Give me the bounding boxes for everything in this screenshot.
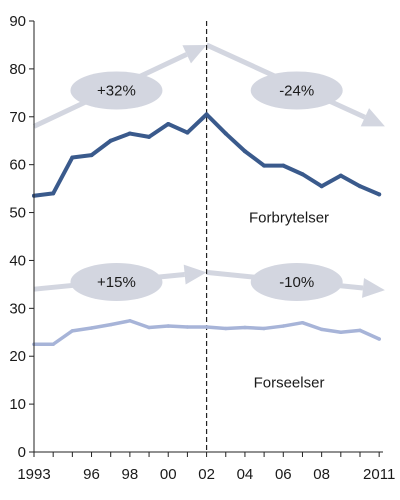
data-point — [338, 173, 343, 178]
data-point — [224, 326, 228, 331]
annotation-label: +32% — [97, 82, 136, 99]
annotation-ellipse — [70, 262, 163, 301]
data-point — [128, 319, 132, 323]
axis-layer: 0 10 20 30 40 50 60 70 80 90 1993 96 98 00 02 04 06 08 201… — [9, 13, 395, 483]
series-label: Forbrytelser — [249, 209, 329, 226]
data-point — [377, 192, 382, 197]
series-layer — [32, 112, 382, 346]
x-tick-label: 06 — [275, 466, 292, 483]
data-point — [147, 134, 152, 139]
data-point — [51, 342, 55, 346]
data-point — [319, 184, 324, 189]
y-tick-label: 90 — [9, 13, 26, 30]
x-tick-label: 00 — [160, 466, 177, 483]
annotation-arrow-head — [360, 108, 385, 127]
y-tick-label: 60 — [9, 157, 26, 174]
y-tick-label: 20 — [9, 348, 26, 365]
y-tick-label: 80 — [9, 61, 26, 78]
data-point — [262, 326, 266, 331]
annotation-arrow-head — [362, 278, 385, 298]
data-point — [377, 337, 381, 341]
x-tick-label: 04 — [237, 466, 254, 483]
data-point — [357, 184, 362, 189]
data-point — [166, 121, 171, 126]
data-point — [223, 131, 228, 136]
data-point — [243, 325, 247, 330]
annotation-label: +15% — [97, 274, 136, 291]
data-point — [70, 155, 75, 160]
data-point — [358, 328, 362, 333]
x-tick-label: 02 — [198, 466, 215, 483]
data-point — [185, 130, 190, 135]
annotation-ellipse — [250, 262, 343, 301]
data-point — [281, 163, 286, 168]
data-point — [204, 112, 209, 117]
annotation-ellipse — [250, 71, 343, 110]
x-tick-label: 08 — [313, 466, 330, 483]
data-point — [108, 322, 113, 327]
y-tick-label: 70 — [9, 109, 26, 126]
annotation-label: -10% — [279, 274, 314, 291]
y-tick-label: 50 — [9, 205, 26, 222]
x-tick-label: 2011 — [363, 466, 395, 483]
annotation-label: -24% — [279, 82, 314, 99]
data-point — [300, 172, 305, 177]
data-point — [89, 326, 94, 330]
annotation-arrow-head — [183, 264, 207, 285]
y-tick-label: 0 — [18, 444, 26, 461]
data-point — [166, 324, 170, 328]
data-point — [242, 149, 247, 154]
x-tick-label: 98 — [122, 466, 139, 483]
data-point — [108, 138, 113, 143]
annotation-arrow-head — [182, 44, 207, 64]
data-point — [185, 325, 190, 329]
data-point — [262, 163, 267, 168]
data-point — [319, 327, 324, 332]
y-tick-label: 30 — [9, 300, 26, 317]
data-point — [339, 330, 343, 335]
series-line-forseelser — [32, 319, 381, 346]
y-tick-label: 10 — [9, 396, 26, 413]
annotation-ellipse — [70, 71, 163, 110]
data-point — [51, 191, 56, 196]
series-label: Forseelser — [254, 375, 325, 392]
annotation-layer: +32% -24% +15% -10% — [32, 42, 385, 301]
x-tick-label: 96 — [83, 466, 100, 483]
data-point — [281, 324, 286, 328]
data-point — [70, 329, 75, 333]
data-point — [127, 131, 132, 136]
data-point — [147, 325, 151, 330]
data-point — [204, 325, 209, 329]
data-point — [89, 153, 94, 158]
label-layer: Forbrytelser Forseelser — [249, 209, 329, 391]
data-point — [300, 320, 305, 325]
x-tick-label: 1993 — [17, 466, 50, 483]
y-tick-label: 40 — [9, 252, 26, 269]
